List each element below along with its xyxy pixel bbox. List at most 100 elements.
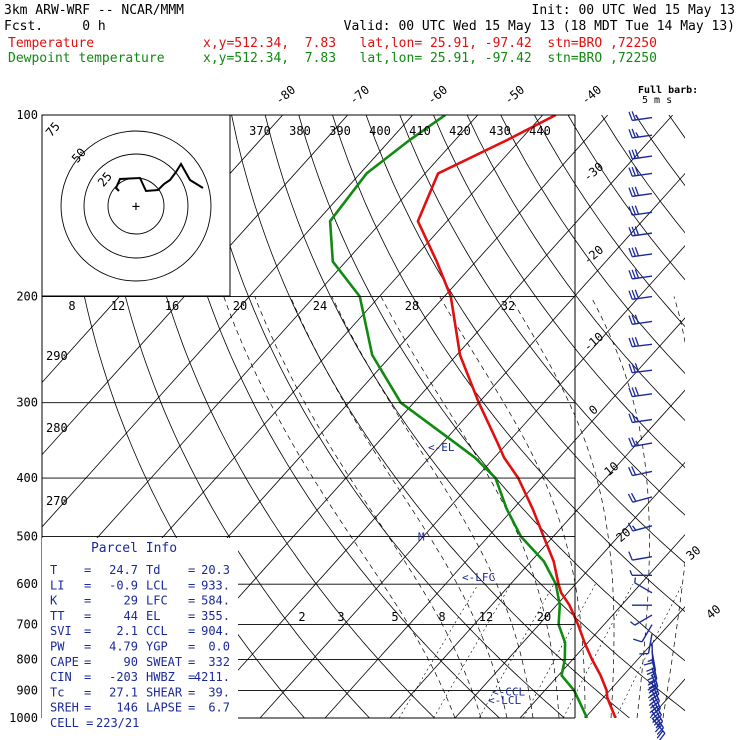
theta-tick-label: 380 [289,124,311,138]
parcel-eq: = [84,655,91,669]
parcel-key: K [50,594,58,608]
wind-speed-scale-label: 32 [501,299,515,313]
moist-adiabat [439,296,586,718]
wind-barb [628,437,653,448]
parcel-eq: = [84,624,91,638]
parcel-key: CELL = [50,716,93,730]
wind-barb [628,314,653,325]
theta-e-label: 270 [46,494,68,508]
moist-adiabat [509,296,615,718]
dewpoint-profile-line [328,115,589,718]
wind-speed-scale-label: 12 [111,299,125,313]
isotherm-line [715,115,740,718]
parcel-value: 0.0 [208,640,230,654]
mixing-ratio-label: 3 [337,610,344,624]
level-marker-m: M [418,530,425,543]
mixing-ratio-label: 5 [391,610,398,624]
wind-barb [628,269,653,280]
parcel-key: EL [146,609,160,623]
parcel-info-panel: Parcel Info T = 24.7 Td = 20.3 LI = -0.9 LCL = 933. K… [42,538,238,730]
pressure-tick-label: 500 [16,529,38,543]
parcel-key: LI [50,578,64,592]
wind-barb [628,386,653,398]
parcel-key: LCL [146,578,168,592]
parcel-key: LAPSE [146,701,182,715]
mixing-ratio-line [398,584,479,718]
parcel-key: SHEAR [146,685,183,699]
level-marker-el: <-EL [428,441,455,454]
moist-adiabat [590,296,650,718]
hodograph-origin-marker: + [132,199,140,215]
model-title: 3km ARW-WRF -- NCAR/MMM [4,3,184,18]
wind-barb [628,466,653,477]
parcel-value: 4.79 [109,640,138,654]
parcel-eq: = [188,670,195,684]
pressure-tick-label: 800 [16,653,38,667]
isotherm-line [42,115,348,456]
wind-barb [628,166,653,177]
parcel-eq: = [188,701,195,715]
wind-barb [628,246,653,258]
moist-adiabat [689,297,740,719]
temperature-tick-label: -30 [581,160,607,185]
dewpoint-legend-label: Dewpoint temperature [8,51,165,66]
parcel-key: Td [146,563,160,577]
wind-barb [628,186,653,198]
parcel-key: Tc [50,685,64,699]
dry-adiabat [668,115,685,139]
parcel-value: 27.1 [109,685,138,699]
wind-speed-scale-label: 20 [233,299,247,313]
parcel-key: T [50,563,57,577]
parcel-key: PW [50,640,65,654]
temperature-tick-label: -10 [581,330,607,355]
moist-adiabat [290,296,508,718]
isotherm-line [42,115,413,528]
parcel-info-box [42,538,238,720]
pressure-tick-label: 900 [16,683,38,697]
parcel-value: 933. [201,578,230,592]
parcel-value: 90 [124,655,138,669]
isotherm-line [42,115,478,600]
dry-adiabat [197,115,565,718]
valid-time: Valid: 00 UTC Wed 15 May 13 (18 MDT Tue … [344,19,735,34]
dry-adiabat [163,115,500,718]
parcel-info-title: Parcel Info [91,541,177,556]
moist-adiabat [662,296,685,718]
parcel-key: CAPE [50,655,79,669]
parcel-eq: = [188,624,195,638]
pressure-tick-label: 100 [16,108,38,122]
parcel-eq: = [188,609,195,623]
pressure-tick-label: 400 [16,471,38,485]
temperature-legend-label: Temperature [8,36,94,51]
wind-barb [643,642,654,666]
dry-adiabat [399,115,685,516]
dry-adiabat [365,115,685,564]
pressure-tick-label: 200 [16,290,38,304]
parcel-eq: = [84,640,91,654]
moist-adiabat [223,296,456,718]
parcel-value: -203 [109,670,138,684]
barb-legend-title: Full barb: [638,85,698,96]
wind-speed-scale-label: 16 [165,299,179,313]
dry-adiabat [703,115,740,718]
parcel-key: HWBZ [146,670,175,684]
isotherm-line [519,534,685,718]
parcel-eq: = [84,609,91,623]
wind-barb [628,336,653,348]
wind-barb [628,205,653,216]
parcel-eq: = [84,701,91,715]
temperature-tick-label: -40 [579,83,605,108]
forecast-hour: Fcst. 0 h [4,19,106,34]
parcel-eq: = [188,655,195,669]
parcel-value: 146 [116,701,138,715]
parcel-key: TT [50,609,64,623]
dry-adiabat [466,115,685,421]
theta-tick-label: 430 [489,124,511,138]
wind-barb [647,659,658,684]
dry-adiabat [264,115,685,712]
moist-adiabat [331,296,534,718]
parcel-key: SVI [50,624,72,638]
theta-tick-label: 390 [329,124,351,138]
wind-barb [628,111,653,122]
mixing-ratio-label: 8 [438,610,445,624]
